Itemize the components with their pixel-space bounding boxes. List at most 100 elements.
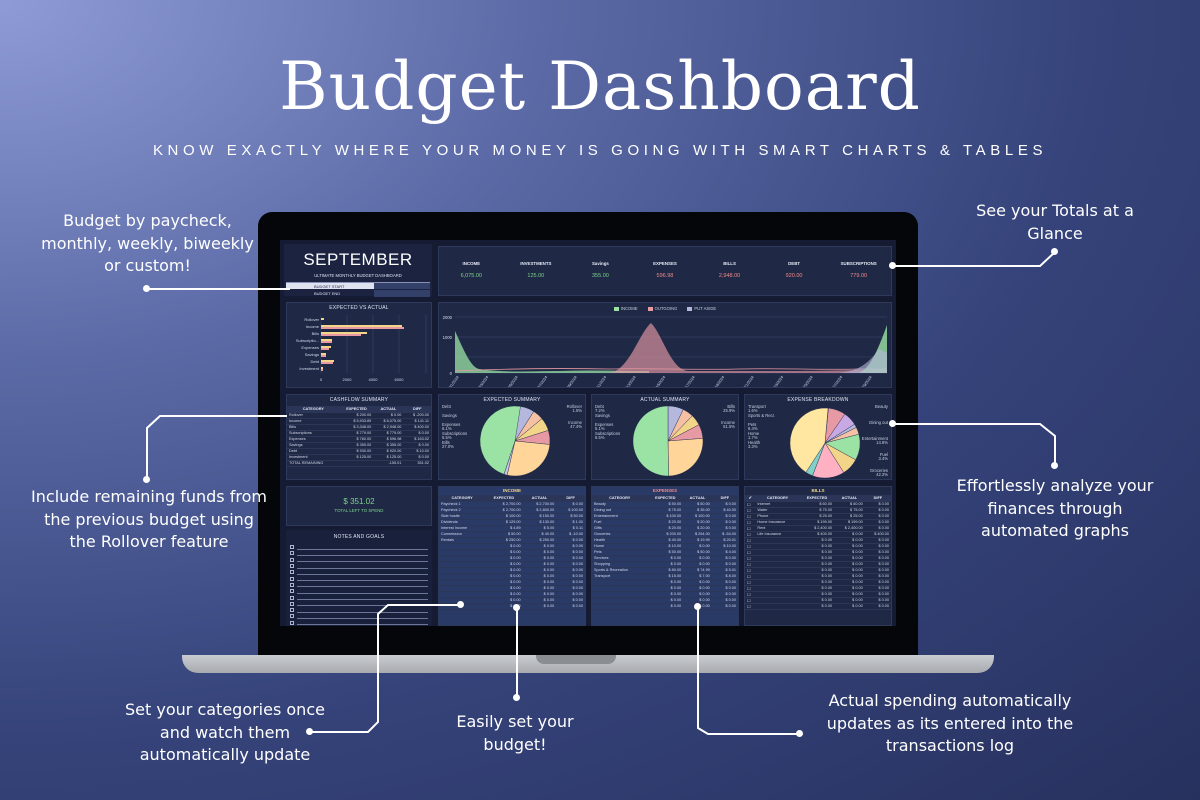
table-row[interactable]: Investment $ 125.00 $ 125.00 $ 0.00: [287, 454, 431, 461]
empty-cell[interactable]: [439, 561, 486, 568]
note-line[interactable]: [290, 601, 428, 607]
checkbox[interactable]: [290, 595, 294, 600]
empty-cell[interactable]: $ 0.00: [799, 537, 835, 544]
category-cell[interactable]: Pets: [592, 549, 648, 556]
note-line[interactable]: [290, 544, 428, 550]
empty-cell[interactable]: $ 0.00: [485, 555, 523, 562]
category-cell[interactable]: Interest Income: [439, 525, 486, 532]
category-cell[interactable]: Services: [592, 555, 648, 562]
empty-cell[interactable]: [439, 543, 486, 550]
empty-cell[interactable]: $ 0.00: [683, 579, 712, 586]
empty-cell[interactable]: $ 0.00: [834, 597, 865, 604]
empty-cell[interactable]: [755, 585, 800, 592]
table-row[interactable]: Gifts $ 20.00 $ 20.00 $ 0.00: [592, 525, 738, 532]
table-row[interactable]: Fuel $ 20.00 $ 20.00 $ 0.00: [592, 519, 738, 526]
table-row[interactable]: ☐ $ 0.00 $ 0.00 $ 0.00: [745, 567, 891, 574]
table-row[interactable]: ☐ $ 0.00 $ 0.00 $ 0.00: [745, 543, 891, 550]
category-cell[interactable]: Paycheck 2: [439, 507, 486, 514]
table-row[interactable]: ☐ $ 0.00 $ 0.00 $ 0.00: [745, 579, 891, 586]
empty-cell[interactable]: $ 0.00: [834, 543, 865, 550]
category-cell[interactable]: Commission: [439, 531, 486, 538]
empty-cell[interactable]: [592, 579, 648, 586]
empty-cell[interactable]: $ 0.00: [799, 603, 835, 610]
category-cell[interactable]: Gifts: [592, 525, 648, 532]
table-row[interactable]: ☐ $ 0.00 $ 0.00 $ 0.00: [745, 591, 891, 598]
table-row[interactable]: Commission $ 50.00 $ 40.00 $ -10.00: [439, 531, 585, 538]
table-row[interactable]: $ 0.00$ 0.00$ 0.00: [439, 549, 585, 556]
checkbox[interactable]: [290, 620, 294, 625]
empty-cell[interactable]: $ 0.00: [834, 585, 865, 592]
empty-cell[interactable]: $ 0.00: [864, 603, 891, 610]
category-cell[interactable]: Expenses: [287, 436, 340, 443]
empty-cell[interactable]: [755, 543, 800, 550]
table-row[interactable]: Side hustle $ 100.00 $ 150.00 $ 50.00: [439, 513, 585, 520]
empty-cell[interactable]: $ 0.00: [711, 591, 738, 598]
table-row[interactable]: Dividends $ 129.00 $ 130.00 $ 1.00: [439, 519, 585, 526]
empty-cell[interactable]: $ 0.00: [647, 579, 684, 586]
empty-cell[interactable]: [592, 603, 648, 610]
checkbox[interactable]: ☐: [745, 585, 756, 592]
empty-cell[interactable]: [439, 573, 486, 580]
empty-cell[interactable]: [592, 597, 648, 604]
table-row[interactable]: ☐ Internet $ 60.00 $ 60.00 $ 0.00: [745, 501, 891, 508]
category-cell[interactable]: Groceries: [592, 531, 648, 538]
empty-cell[interactable]: $ 0.00: [799, 549, 835, 556]
category-cell[interactable]: Paycheck 1: [439, 501, 486, 508]
category-cell[interactable]: Subscriptions: [287, 430, 340, 437]
empty-cell[interactable]: [755, 537, 800, 544]
category-cell[interactable]: Savings: [287, 442, 340, 449]
table-row[interactable]: Health $ 40.00 $ 19.99 $ 20.01: [592, 537, 738, 544]
empty-cell[interactable]: $ 0.00: [683, 597, 712, 604]
empty-cell[interactable]: [755, 549, 800, 556]
empty-cell[interactable]: [592, 591, 648, 598]
checkbox[interactable]: ☐: [745, 591, 756, 598]
empty-cell[interactable]: $ 0.00: [799, 579, 835, 586]
table-row[interactable]: ☐ $ 0.00 $ 0.00 $ 0.00: [745, 555, 891, 562]
empty-cell[interactable]: $ 0.00: [834, 549, 865, 556]
table-row[interactable]: ☐ $ 0.00 $ 0.00 $ 0.00: [745, 585, 891, 592]
checkbox[interactable]: [290, 589, 294, 594]
empty-cell[interactable]: $ 0.00: [799, 573, 835, 580]
empty-cell[interactable]: [755, 561, 800, 568]
empty-cell[interactable]: [592, 585, 648, 592]
note-line[interactable]: [290, 582, 428, 588]
empty-cell[interactable]: $ 0.00: [556, 555, 585, 562]
table-row[interactable]: ☐ Phone $ 25.00 $ 25.00 $ 0.00: [745, 513, 891, 520]
checkbox[interactable]: [290, 608, 294, 613]
table-row[interactable]: $ 0.00$ 0.00$ 0.00: [592, 579, 738, 586]
category-cell[interactable]: Sports & Recreation: [592, 567, 648, 574]
empty-cell[interactable]: $ 0.00: [711, 603, 738, 610]
empty-cell[interactable]: $ 0.00: [683, 591, 712, 598]
empty-cell[interactable]: $ 0.00: [556, 543, 585, 550]
category-cell[interactable]: Home: [592, 543, 648, 550]
empty-cell[interactable]: $ 0.00: [834, 561, 865, 568]
empty-cell[interactable]: $ 0.00: [556, 603, 585, 610]
table-row[interactable]: ☐ Home Insurance $ 199.00 $ 199.00 $ 0.00: [745, 519, 891, 526]
checkbox[interactable]: ☐: [745, 597, 756, 604]
category-cell[interactable]: Water: [755, 507, 800, 514]
table-row[interactable]: ☐ $ 0.00 $ 0.00 $ 0.00: [745, 537, 891, 544]
empty-cell[interactable]: $ 0.00: [556, 597, 585, 604]
category-cell[interactable]: Health: [592, 537, 648, 544]
empty-cell[interactable]: $ 0.00: [647, 603, 684, 610]
table-row[interactable]: ☐ $ 0.00 $ 0.00 $ 0.00: [745, 561, 891, 568]
empty-cell[interactable]: $ 0.00: [522, 543, 557, 550]
category-cell[interactable]: Debt: [287, 448, 340, 455]
empty-cell[interactable]: $ 0.00: [556, 579, 585, 586]
empty-cell[interactable]: $ 0.00: [799, 561, 835, 568]
empty-cell[interactable]: $ 0.00: [522, 549, 557, 556]
checkbox[interactable]: ☐: [745, 561, 756, 568]
empty-cell[interactable]: $ 0.00: [864, 597, 891, 604]
table-row[interactable]: $ 0.00$ 0.00$ 0.00: [592, 591, 738, 598]
empty-cell[interactable]: $ 0.00: [647, 585, 684, 592]
empty-cell[interactable]: $ 0.00: [647, 597, 684, 604]
checkbox[interactable]: ☐: [745, 549, 756, 556]
table-row[interactable]: ☐ $ 0.00 $ 0.00 $ 0.00: [745, 573, 891, 580]
category-cell[interactable]: Internet: [755, 501, 800, 508]
category-cell[interactable]: Bills: [287, 424, 340, 431]
empty-cell[interactable]: $ 0.00: [799, 591, 835, 598]
empty-cell[interactable]: $ 0.00: [522, 591, 557, 598]
empty-cell[interactable]: $ 0.00: [485, 579, 523, 586]
checkbox[interactable]: ☐: [745, 543, 756, 550]
empty-cell[interactable]: $ 0.00: [864, 579, 891, 586]
